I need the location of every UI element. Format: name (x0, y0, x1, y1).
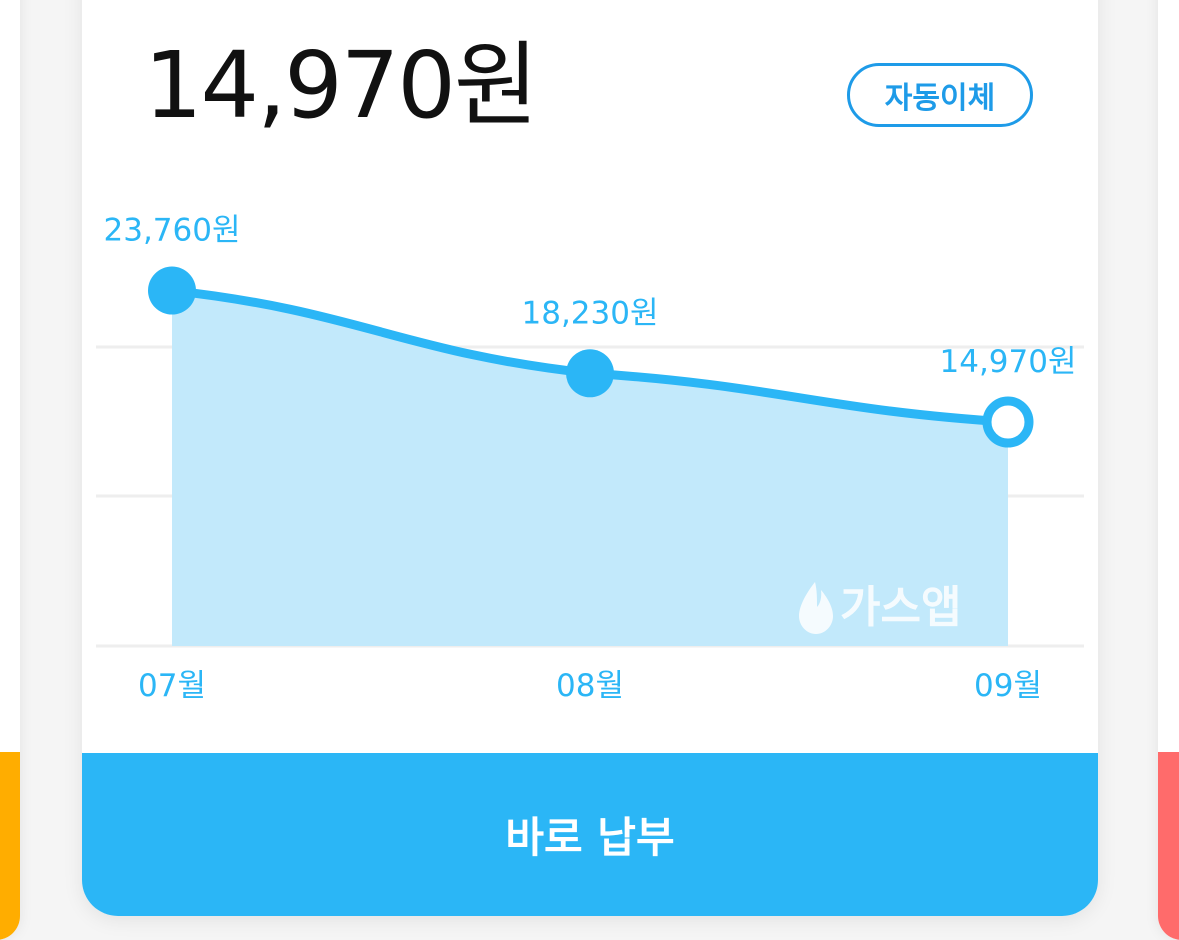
x-tick-label: 09월 (974, 668, 1042, 704)
watermark: 가스앱 (799, 582, 961, 634)
usage-chart: 가스앱 23,760원 18,230원 14,970원 07월 08월 09월 (96, 213, 1084, 704)
data-point[interactable] (566, 349, 614, 398)
value-label: 23,760원 (104, 213, 241, 249)
next-card-peek[interactable] (1158, 0, 1179, 940)
next-card-strip (1158, 752, 1179, 940)
previous-card-peek[interactable] (0, 0, 20, 940)
auto-transfer-button[interactable]: 자동이체 (847, 63, 1033, 127)
flame-icon (799, 582, 833, 634)
watermark-text: 가스앱 (840, 582, 961, 633)
chart-area (172, 290, 1008, 646)
bill-amount: 14,970원 (144, 32, 539, 139)
value-label: 14,970원 (940, 344, 1077, 380)
data-point[interactable] (982, 396, 1034, 448)
data-point[interactable] (148, 266, 196, 315)
x-tick-label: 08월 (556, 668, 624, 704)
pay-now-button[interactable]: 바로 납부 (82, 753, 1098, 916)
previous-card-strip (0, 752, 20, 940)
value-label: 18,230원 (522, 295, 659, 331)
bill-card: 14,970원 자동이체 가스앱 23,760원 18,230원 14,970원 0… (82, 0, 1098, 916)
x-tick-label: 07월 (138, 668, 206, 704)
